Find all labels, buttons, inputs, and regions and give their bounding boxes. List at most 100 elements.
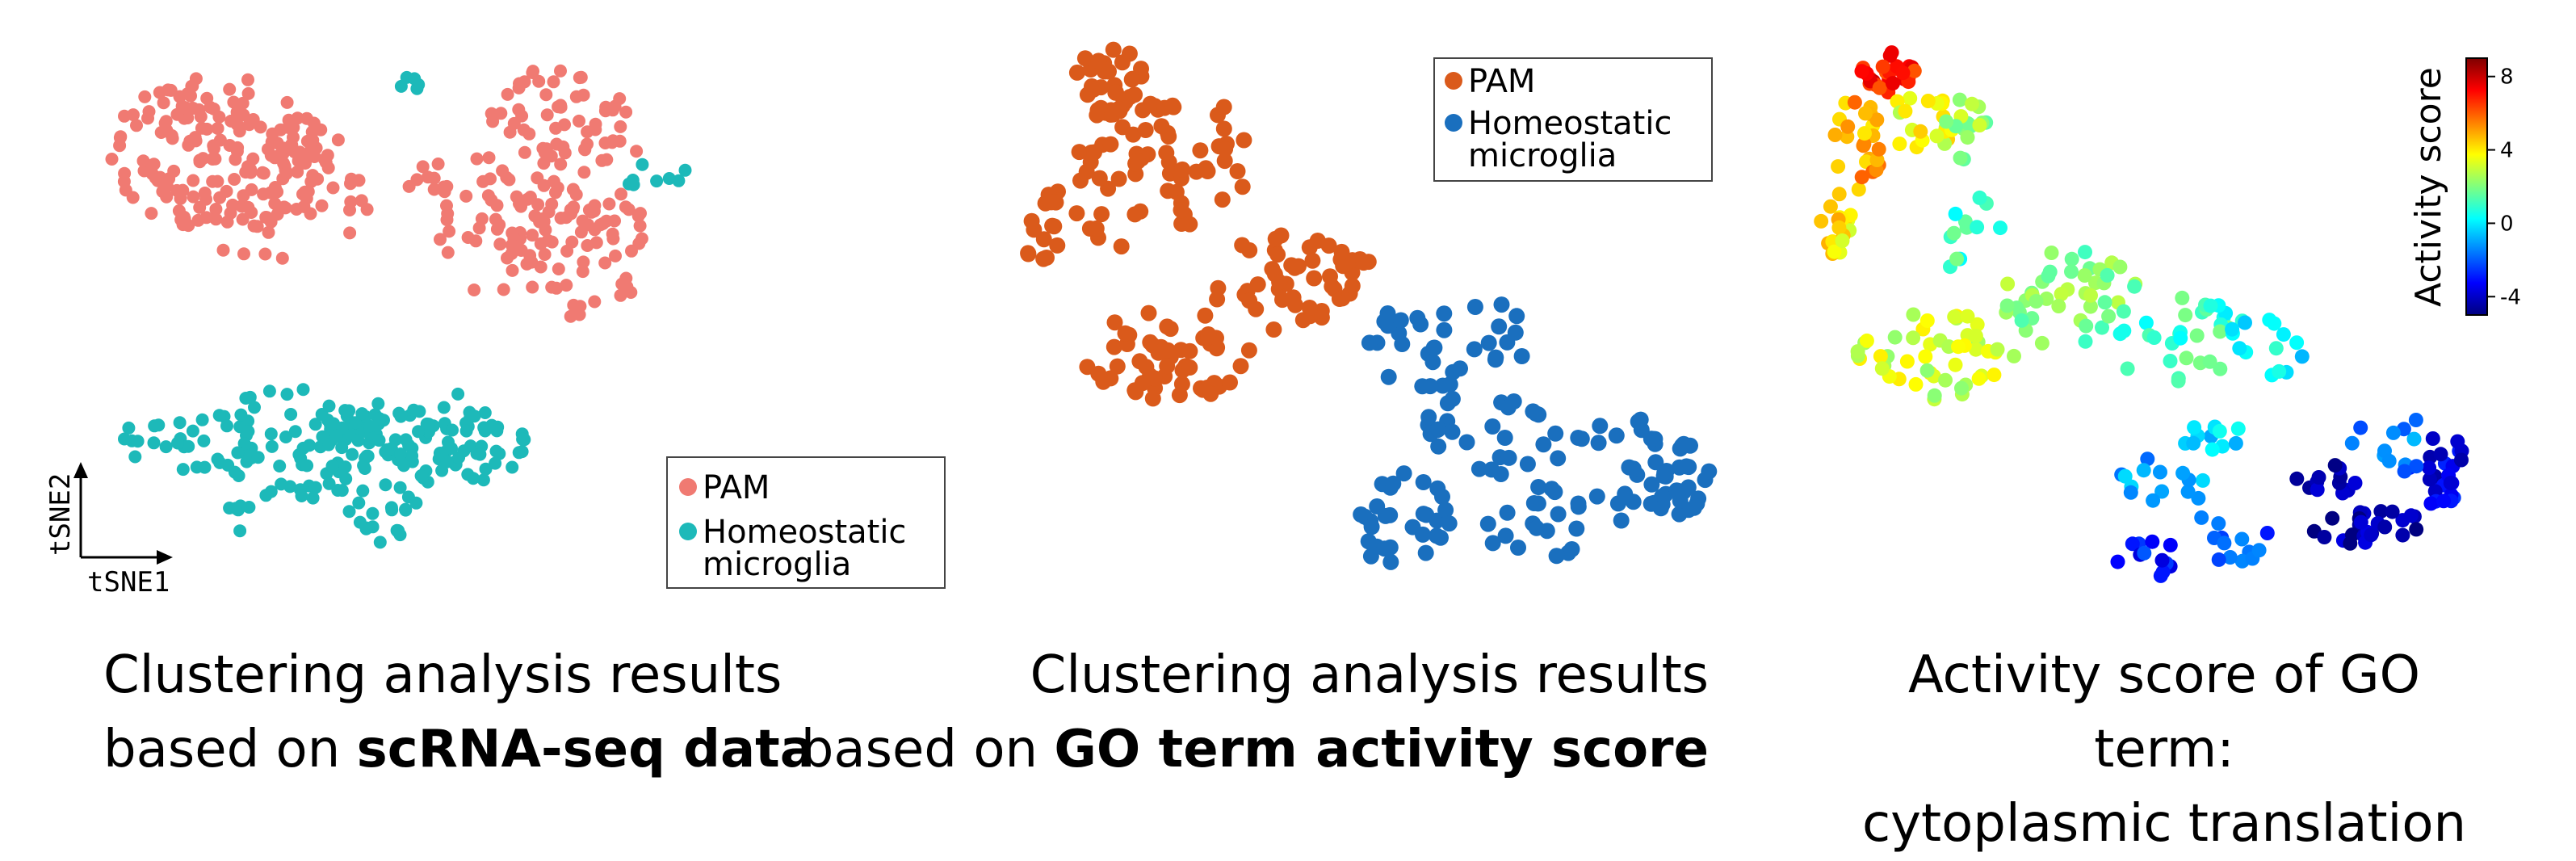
homeostatic-point	[353, 515, 367, 529]
pam-point	[231, 141, 245, 154]
pam-point	[212, 110, 226, 124]
pam-point	[187, 174, 200, 187]
pam-point	[476, 174, 490, 188]
pam-point	[567, 200, 581, 214]
activity-point	[2327, 458, 2343, 473]
homeostatic-point	[452, 451, 466, 464]
pam-point	[136, 154, 150, 168]
activity-point	[1919, 313, 1935, 328]
homeostatic-point	[1672, 493, 1689, 509]
activity-point	[1898, 103, 1913, 119]
activity-point	[1869, 112, 1885, 128]
pam-point	[1068, 64, 1085, 81]
activity-point	[2100, 267, 2115, 283]
homeostatic-point	[349, 416, 363, 430]
homeostatic-point	[264, 485, 278, 498]
homeostatic-point	[279, 430, 292, 443]
pam-point	[244, 166, 258, 179]
pam-point	[315, 199, 329, 212]
activity-point	[2423, 496, 2439, 511]
caption-left-bold: scRNA-seq data	[356, 720, 815, 779]
activity-point	[2294, 349, 2310, 364]
pam-point	[588, 199, 602, 212]
homeostatic-point	[515, 445, 529, 459]
pam-point	[1240, 342, 1257, 359]
homeostatic-point	[361, 449, 375, 463]
pam-point	[578, 142, 591, 156]
pam-point	[1271, 274, 1288, 291]
panel2-points	[1020, 41, 1718, 570]
homeostatic-point	[128, 450, 142, 464]
homeostatic-point	[445, 442, 458, 456]
pam-point	[1267, 230, 1284, 247]
pam-point	[542, 205, 556, 219]
homeostatic-point	[1656, 464, 1673, 481]
homeostatic-point	[186, 424, 199, 438]
activity-point	[2217, 536, 2232, 551]
pam-point	[1304, 252, 1321, 269]
pam-point	[1035, 231, 1052, 248]
pam-point	[275, 251, 289, 265]
homeostatic-point	[182, 439, 195, 453]
pam-point	[1110, 100, 1127, 117]
activity-point	[2406, 431, 2422, 447]
pam-point	[625, 244, 638, 258]
activity-point	[2268, 341, 2284, 356]
pam-point	[1229, 163, 1246, 179]
homeostatic-point	[147, 436, 161, 450]
pam-point	[564, 309, 577, 323]
activity-point	[2373, 504, 2389, 519]
homeostatic-point	[275, 477, 288, 491]
homeostatic-point	[173, 416, 187, 430]
pam-point	[1214, 191, 1231, 208]
activity-point	[2403, 508, 2419, 523]
activity-point	[2137, 545, 2152, 561]
homeostatic-point	[1441, 376, 1458, 393]
pam-point	[1090, 365, 1107, 382]
activity-point	[2145, 534, 2160, 549]
legend-label-homeostatic: Homeostatic microglia	[703, 514, 917, 583]
activity-point	[2195, 472, 2210, 488]
pam-point	[1173, 216, 1190, 232]
homeostatic-point	[479, 462, 493, 476]
pam-point	[532, 74, 546, 88]
homeostatic-point	[1676, 435, 1692, 452]
pam-point	[343, 204, 356, 216]
colorbar-ticks: 8 4 0 -4	[2487, 65, 2521, 309]
pam-point	[485, 107, 498, 120]
pam-point	[233, 124, 246, 138]
caption-mid-line1: Clustering analysis results	[1030, 645, 1709, 705]
pam-point	[506, 263, 519, 277]
homeostatic-point	[1525, 495, 1542, 511]
homeostatic-point	[1376, 540, 1393, 557]
activity-point	[1882, 48, 1898, 63]
activity-point	[2175, 465, 2191, 481]
caption-left-line1: Clustering analysis results	[103, 645, 782, 705]
activity-point	[2117, 468, 2133, 484]
pam-point	[1173, 202, 1189, 219]
activity-point	[2262, 313, 2277, 328]
homeostatic-point	[195, 413, 209, 426]
homeostatic-point	[1382, 553, 1399, 570]
pam-point	[237, 189, 250, 203]
activity-point	[1873, 349, 1888, 364]
activity-point	[2353, 420, 2368, 435]
homeostatic-point	[1415, 506, 1432, 523]
activity-point	[2325, 510, 2340, 526]
homeostatic-point	[459, 424, 473, 438]
legend-marker-pam	[679, 478, 697, 496]
pam-point	[1126, 206, 1143, 223]
pam-point	[198, 187, 212, 200]
homeostatic-point	[229, 502, 242, 515]
pam-point	[216, 243, 230, 257]
homeostatic-point	[1643, 476, 1660, 493]
pam-point	[262, 225, 275, 239]
homeostatic-point	[1479, 515, 1496, 532]
homeostatic-point	[1647, 454, 1664, 471]
activity-point	[2179, 351, 2194, 366]
homeostatic-point	[412, 425, 425, 439]
homeostatic-point	[1471, 460, 1487, 477]
homeostatic-point	[1369, 498, 1386, 514]
homeostatic-point	[506, 460, 519, 474]
activity-point	[1906, 330, 1921, 346]
